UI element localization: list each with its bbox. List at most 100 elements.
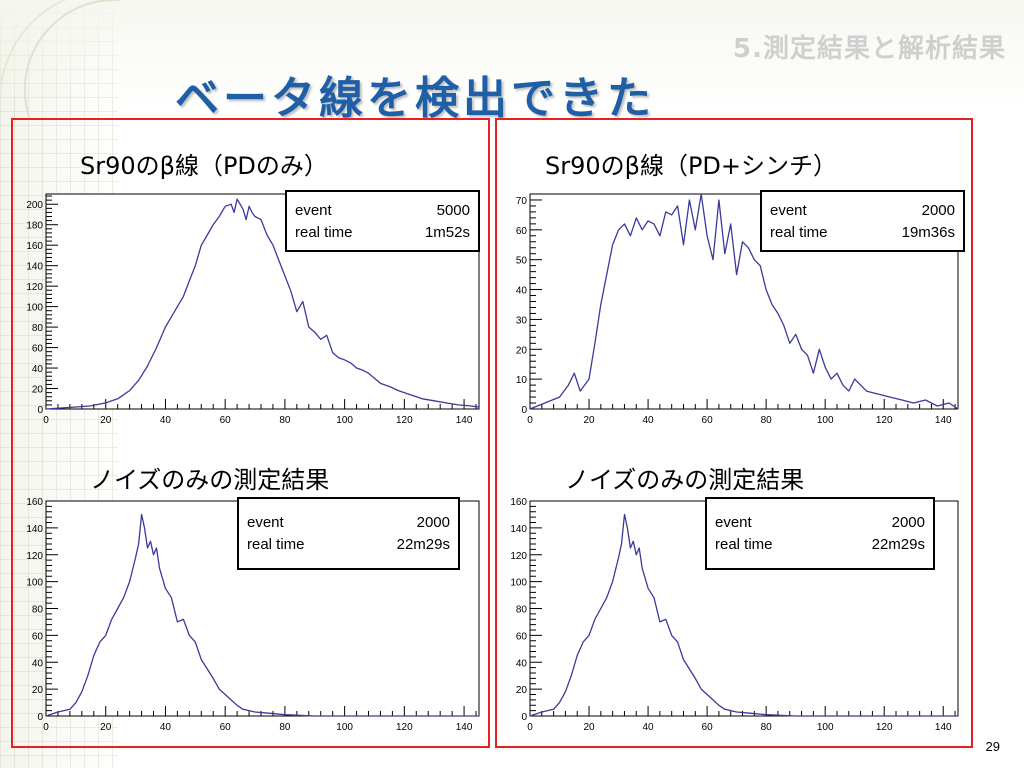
stats-time-label: real time (715, 536, 773, 553)
y-tick-label: 140 (26, 262, 43, 273)
stats-event-value: 2000 (416, 514, 450, 531)
left-column-frame (11, 118, 490, 748)
y-tick-label: 40 (32, 364, 44, 375)
stats-time-value: 19m36s (901, 224, 955, 241)
x-tick-label: 40 (160, 415, 172, 426)
stats-box-bottom-left: event 2000 real time 22m29s (237, 497, 460, 570)
x-tick-label: 100 (336, 722, 353, 733)
x-tick-label: 20 (100, 722, 112, 733)
y-tick-label: 140 (26, 524, 43, 535)
x-tick-label: 20 (583, 415, 595, 426)
stats-box-top-right: event 2000 real time 19m36s (760, 190, 965, 252)
x-tick-label: 20 (583, 722, 595, 733)
decorative-arcs (0, 0, 120, 120)
stats-event-label: event (770, 202, 807, 219)
x-tick-label: 0 (43, 415, 49, 426)
y-tick-label: 160 (510, 497, 527, 508)
stats-event-value: 2000 (921, 202, 955, 219)
stats-time-value: 22m29s (871, 536, 925, 553)
y-tick-label: 0 (37, 405, 43, 416)
x-tick-label: 120 (396, 415, 413, 426)
y-tick-label: 60 (32, 631, 44, 642)
stats-time-label: real time (295, 224, 353, 241)
x-tick-label: 60 (220, 415, 232, 426)
x-tick-label: 40 (643, 415, 655, 426)
right-column-frame (495, 118, 973, 748)
x-tick-label: 40 (643, 722, 655, 733)
y-tick-label: 60 (516, 226, 528, 237)
x-tick-label: 140 (456, 722, 473, 733)
y-tick-label: 20 (516, 685, 528, 696)
y-tick-label: 20 (32, 385, 44, 396)
histogram-line (45, 198, 480, 410)
stats-event-value: 5000 (436, 202, 470, 219)
stats-box-bottom-right: event 2000 real time 22m29s (705, 497, 935, 570)
x-tick-label: 80 (279, 415, 291, 426)
y-tick-label: 50 (516, 256, 528, 267)
x-tick-label: 60 (702, 722, 714, 733)
section-label: 5.測定結果と解析結果 (733, 34, 1006, 64)
x-tick-label: 140 (456, 415, 473, 426)
y-tick-label: 60 (516, 631, 528, 642)
caption-bottom-right: ノイズのみの測定結果 (565, 466, 805, 494)
y-tick-label: 100 (510, 578, 527, 589)
x-tick-label: 40 (160, 722, 172, 733)
stats-event-value: 2000 (891, 514, 925, 531)
x-tick-label: 120 (876, 415, 893, 426)
x-tick-label: 60 (702, 415, 714, 426)
stats-time-value: 22m29s (396, 536, 450, 553)
x-tick-label: 0 (527, 415, 533, 426)
y-tick-label: 40 (516, 286, 528, 297)
stats-event-label: event (295, 202, 332, 219)
x-tick-label: 80 (279, 722, 291, 733)
y-tick-label: 0 (521, 712, 527, 723)
x-tick-label: 80 (761, 415, 773, 426)
y-tick-label: 120 (26, 551, 43, 562)
x-tick-label: 140 (935, 722, 952, 733)
y-tick-label: 40 (516, 658, 528, 669)
stats-time-label: real time (247, 536, 305, 553)
x-tick-label: 120 (876, 722, 893, 733)
decorative-top-band (0, 0, 1024, 110)
x-tick-label: 140 (935, 415, 952, 426)
x-tick-label: 20 (100, 415, 112, 426)
x-tick-label: 100 (817, 722, 834, 733)
slide-title: ベータ線を検出できた (175, 73, 655, 124)
y-tick-label: 20 (32, 685, 44, 696)
y-tick-label: 10 (516, 375, 528, 386)
y-tick-label: 120 (26, 282, 43, 293)
y-tick-label: 40 (32, 658, 44, 669)
x-tick-label: 0 (43, 722, 49, 733)
y-tick-label: 20 (516, 345, 528, 356)
x-tick-label: 0 (527, 722, 533, 733)
y-tick-label: 70 (516, 196, 528, 207)
y-tick-label: 80 (32, 323, 44, 334)
stats-time-label: real time (770, 224, 828, 241)
y-tick-label: 80 (32, 605, 44, 616)
y-tick-label: 0 (521, 405, 527, 416)
y-tick-label: 160 (26, 241, 43, 252)
y-tick-label: 0 (37, 712, 43, 723)
page-number: 29 (985, 739, 1000, 754)
y-tick-label: 100 (26, 578, 43, 589)
caption-top-left: Sr90のβ線（PDのみ） (80, 152, 328, 180)
stats-event-label: event (247, 514, 284, 531)
histogram-line (529, 193, 959, 410)
histogram-line (45, 513, 479, 717)
y-tick-label: 30 (516, 315, 528, 326)
y-tick-label: 140 (510, 524, 527, 535)
y-tick-label: 80 (516, 605, 528, 616)
y-tick-label: 120 (510, 551, 527, 562)
caption-top-right: Sr90のβ線（PD+シンチ） (545, 152, 838, 180)
y-tick-label: 60 (32, 344, 44, 355)
y-tick-label: 160 (26, 497, 43, 508)
stats-box-top-left: event 5000 real time 1m52s (285, 190, 480, 252)
x-tick-label: 120 (396, 722, 413, 733)
x-tick-label: 80 (761, 722, 773, 733)
y-tick-label: 100 (26, 303, 43, 314)
stats-event-label: event (715, 514, 752, 531)
x-tick-label: 100 (336, 415, 353, 426)
x-tick-label: 100 (817, 415, 834, 426)
histogram-line (529, 513, 958, 717)
caption-bottom-left: ノイズのみの測定結果 (90, 466, 330, 494)
